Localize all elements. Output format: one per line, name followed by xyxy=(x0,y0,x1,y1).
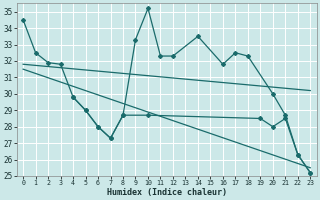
X-axis label: Humidex (Indice chaleur): Humidex (Indice chaleur) xyxy=(107,188,227,197)
